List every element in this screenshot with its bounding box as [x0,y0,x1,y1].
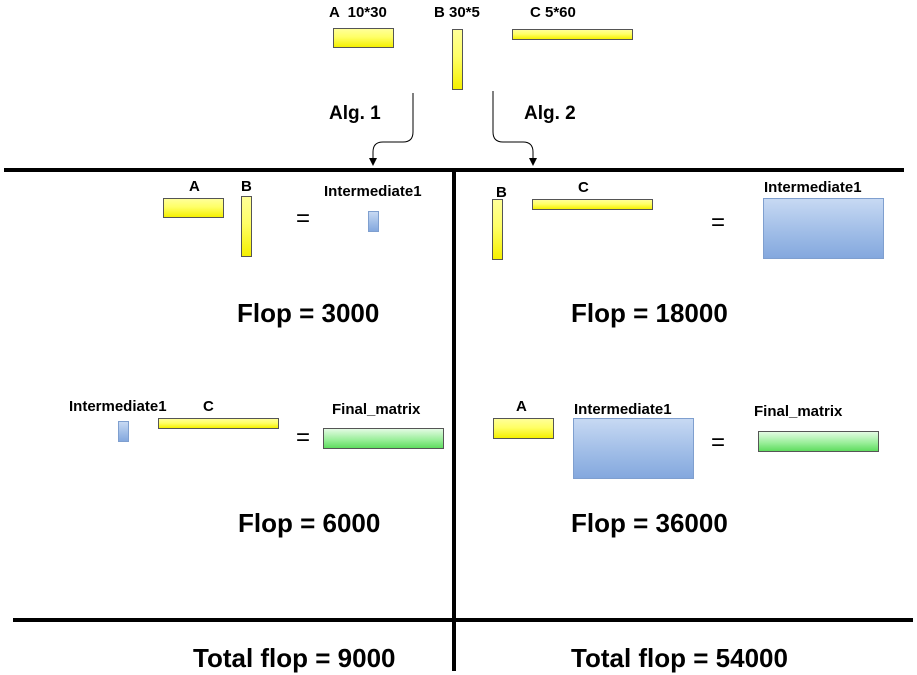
alg2-step1-result-label: Intermediate1 [764,179,862,196]
alg2-step1-b-label: B [496,184,507,201]
alg1-step1-matrix-a [163,198,224,218]
alg2-label: Alg. 2 [524,103,576,124]
alg1-step2-final-matrix [323,428,444,449]
matrix-a [333,28,394,48]
matrix-b [452,29,463,90]
matrix-c-dimension-label: C 5*60 [530,4,576,21]
alg2-step2-result-label: Final_matrix [754,403,843,420]
alg2-step2-a-label: A [516,398,527,415]
alg1-total-flop: Total flop = 9000 [193,643,396,673]
alg1-step1-equals: = [296,205,311,232]
alg2-step2-intermediate-matrix [573,418,694,479]
alg1-step1-intermediate-matrix [368,211,379,232]
alg1-label: Alg. 1 [329,103,381,124]
alg1-step2-intermediate-matrix [118,421,129,442]
matrix-c [512,29,633,40]
alg1-step1-flop: Flop = 3000 [237,298,380,328]
alg1-step2-result-label: Final_matrix [332,401,421,418]
alg2-step2-matrix-a [493,418,554,439]
alg1-step1-b-label: B [241,178,252,195]
alg2-step2-intermediate-label: Intermediate1 [574,401,672,418]
alg2-arrow [492,91,537,166]
alg2-step2-final-matrix [758,431,879,452]
alg2-total-flop: Total flop = 54000 [571,643,788,673]
alg2-step1-matrix-b [492,199,503,260]
alg1-step1-matrix-b [241,196,252,257]
alg1-step1-a-label: A [189,178,200,195]
alg2-step1-equals: = [711,209,726,236]
alg1-step2-intermediate-label: Intermediate1 [69,398,167,415]
alg1-step2-matrix-c [158,418,279,429]
alg1-step1-result-label: Intermediate1 [324,183,422,200]
alg1-arrow [369,93,414,166]
alg1-step2-flop: Flop = 6000 [238,508,381,538]
alg2-step1-matrix-c [532,199,653,210]
matrix-a-dimension-label: A 10*30 [329,4,387,21]
alg2-step1-c-label: C [578,179,589,196]
alg2-step2-equals: = [711,429,726,456]
matrix-b-dimension-label: B 30*5 [434,4,480,21]
alg2-step1-flop: Flop = 18000 [571,298,728,328]
alg1-step2-c-label: C [203,398,214,415]
alg2-step2-flop: Flop = 36000 [571,508,728,538]
alg1-step2-equals: = [296,424,311,451]
alg2-step1-intermediate-matrix [763,198,884,259]
